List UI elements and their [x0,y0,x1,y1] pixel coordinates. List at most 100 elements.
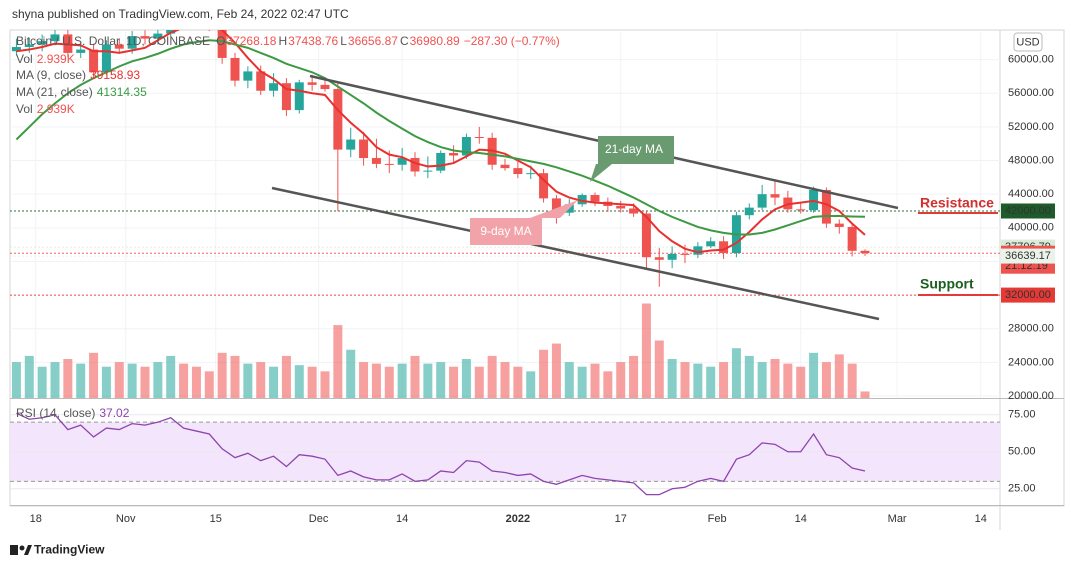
candle-body [641,213,651,258]
y-tick-label: 40000.00 [1008,222,1054,234]
candle-body [320,84,330,90]
volume-bar [577,366,587,398]
volume-bar [821,362,831,398]
candle-body [526,173,536,175]
volume-bar [294,365,304,398]
volume-bar [281,355,291,398]
volume-bar [11,362,21,398]
candle-body [693,246,703,255]
volume-bar [333,325,343,398]
legend-key: C [400,34,409,48]
volume-bar [680,362,690,398]
candle-body [217,30,227,58]
volume-bar [320,371,330,398]
legend-value: 37.02 [99,406,129,420]
volume-bar [37,366,47,398]
volume-bar [796,366,806,398]
volume-bar [153,362,163,398]
price-box [1001,203,1055,219]
volume-bar [179,363,189,398]
volume-bar [76,363,86,398]
volume-bar [140,366,150,398]
volume-bar [616,362,626,398]
y-tick-label: 52000.00 [1008,121,1054,133]
candle-body [294,82,304,111]
price-box [1001,287,1055,303]
y-tick-label: 20000.00 [1008,390,1054,402]
volume-bar [860,391,870,398]
volume-bar [526,371,536,398]
y-tick-label: 50.00 [1008,446,1036,458]
candle-body [281,83,291,111]
currency: USD [1016,36,1039,48]
y-tick-label: 56000.00 [1008,87,1054,99]
legend-value: 39158.93 [90,68,140,82]
volume-bar [359,362,369,398]
volume-bar [191,366,201,398]
x-tick-label: 15 [210,513,222,525]
volume-bar [693,363,703,398]
candle-body [629,208,639,214]
candle-body [127,36,137,49]
legend-name: MA (9, close) [16,68,86,82]
volume-bar [397,363,407,398]
candle-body [346,139,356,150]
logo-text: TradingView [34,543,105,557]
price-box-label: 36639.17 [1005,250,1051,262]
volume-bar [230,355,240,398]
candle-body [140,36,150,39]
candle-body [384,163,394,165]
volume-bar [384,366,394,398]
x-tick-label: 14 [975,513,987,525]
price-box [1001,248,1055,264]
candle-body [706,241,716,247]
volume-bar [847,363,857,398]
candle-body [359,139,369,159]
legend-value: 2.939K [37,52,75,66]
y-tick-label: 44000.00 [1008,188,1054,200]
candle-body [539,173,549,199]
legend-name: RSI (14, close) [16,406,95,420]
support-label: Support [920,276,974,292]
candle-body [770,194,780,198]
volume-bar [757,362,767,398]
candle-body [860,250,870,254]
volume-bar [346,349,356,398]
y-tick-label: 60000.00 [1008,54,1054,66]
candle-body [307,82,317,85]
legend-name: Vol [16,102,33,116]
candle-body [37,41,47,45]
x-tick-label: 14 [396,513,408,525]
legend-value: 2.939K [37,102,75,116]
candle-body [423,170,433,172]
volume-bar [204,371,214,398]
candle-body [230,57,240,81]
candle-body [500,164,510,169]
trend-line [271,186,880,321]
volume-bar [114,362,124,398]
volume-bar [217,352,227,398]
y-tick-label: 28000.00 [1008,323,1054,335]
legend-key: O [216,34,225,48]
legend-key: H [278,34,287,48]
volume-bar [63,359,73,398]
volume-bar [487,355,497,398]
candle-body [461,137,471,156]
legend-value: 36656.87 [348,34,398,48]
volume-bar [603,371,613,398]
candle-body [205,22,214,28]
candle-body [834,223,844,227]
volume-bar [719,362,729,398]
legend-name: Vol [16,52,33,66]
legend: Bitcoin / U.S. Dollar, 1D, COINBASE O 3726… [16,34,560,420]
legend-value: 36980.89 [410,34,460,48]
volume-bar [654,340,664,398]
volume-bar [539,349,549,398]
candle-body [153,33,163,39]
volume-bar [243,363,253,398]
logo: TradingView [10,543,105,557]
y-tick-label: 24000.00 [1008,356,1054,368]
y-tick-label: 75.00 [1008,409,1036,421]
ma-line [15,39,866,236]
candle-body [371,158,381,164]
